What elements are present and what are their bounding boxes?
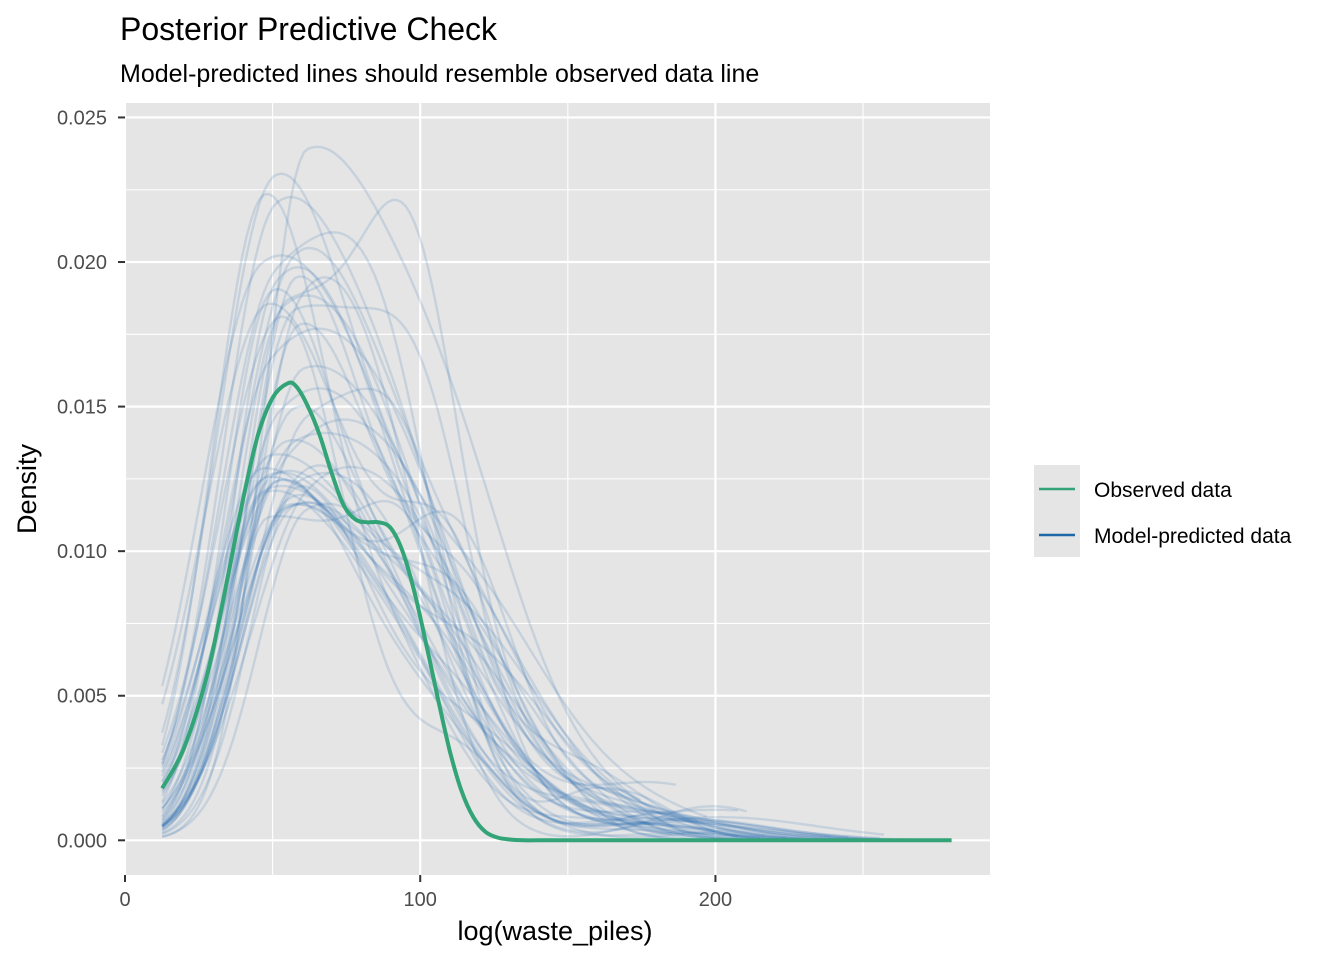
predicted-line bbox=[161, 364, 800, 840]
predicted-line bbox=[161, 503, 885, 836]
predicted-line bbox=[161, 502, 761, 840]
chart-title: Posterior Predictive Check bbox=[120, 11, 498, 47]
predicted-line bbox=[161, 489, 748, 834]
predicted-line bbox=[161, 266, 805, 840]
predicted-line bbox=[161, 465, 783, 842]
predicted-line bbox=[161, 431, 933, 842]
predicted-line bbox=[161, 387, 685, 835]
predicted-line bbox=[161, 302, 787, 839]
y-axis: 0.000 0.005 0.010 0.015 0.020 0.025 bbox=[57, 107, 125, 852]
legend: Observed data Model-predicted data bbox=[1034, 465, 1292, 557]
predicted-line bbox=[161, 477, 942, 842]
predicted-line bbox=[161, 493, 832, 838]
predicted-line bbox=[161, 499, 836, 842]
predicted-line bbox=[161, 484, 898, 842]
predicted-line bbox=[161, 466, 862, 841]
predicted-line bbox=[161, 294, 849, 839]
x-tick-label: 0 bbox=[119, 889, 130, 911]
x-axis: 0 100 200 bbox=[119, 875, 732, 911]
predicted-line bbox=[161, 231, 743, 842]
chart-subtitle: Model-predicted lines should resemble ob… bbox=[120, 60, 759, 88]
x-tick-label: 100 bbox=[404, 889, 437, 911]
predicted-line bbox=[161, 254, 677, 786]
predicted-line bbox=[161, 453, 885, 841]
predicted-line bbox=[161, 471, 699, 828]
predicted-line bbox=[161, 464, 716, 839]
x-tick-label: 200 bbox=[699, 889, 732, 911]
predicted-line bbox=[161, 172, 708, 818]
predicted-line bbox=[161, 469, 924, 842]
y-axis-label: Density bbox=[12, 443, 42, 534]
x-axis-label: log(waste_piles) bbox=[457, 916, 652, 946]
legend-key-background bbox=[1034, 465, 1080, 557]
legend-label-predicted: Model-predicted data bbox=[1094, 525, 1292, 548]
predicted-line bbox=[161, 502, 880, 840]
y-tick-label: 0.015 bbox=[57, 397, 107, 419]
y-tick-label: 0.005 bbox=[57, 686, 107, 708]
grid-minor bbox=[125, 103, 990, 875]
predicted-line bbox=[161, 198, 725, 842]
observed-line-group bbox=[160, 380, 952, 843]
predicted-line bbox=[161, 418, 867, 841]
predicted-line bbox=[161, 246, 743, 841]
predicted-line bbox=[161, 275, 641, 827]
observed-line bbox=[160, 380, 952, 843]
predicted-line bbox=[161, 478, 738, 829]
predicted-line bbox=[161, 304, 831, 841]
legend-label-observed: Observed data bbox=[1094, 479, 1232, 502]
predicted-line bbox=[161, 195, 853, 842]
plot-panel bbox=[125, 103, 990, 875]
y-tick-label: 0.000 bbox=[57, 830, 107, 852]
predicted-line bbox=[161, 315, 880, 842]
predicted-line bbox=[161, 145, 739, 839]
predicted-line bbox=[161, 387, 654, 819]
predicted-line bbox=[161, 484, 765, 838]
y-tick-label: 0.025 bbox=[57, 107, 107, 129]
y-tick-label: 0.020 bbox=[57, 252, 107, 274]
predicted-line bbox=[161, 471, 677, 819]
y-tick-label: 0.010 bbox=[57, 541, 107, 563]
